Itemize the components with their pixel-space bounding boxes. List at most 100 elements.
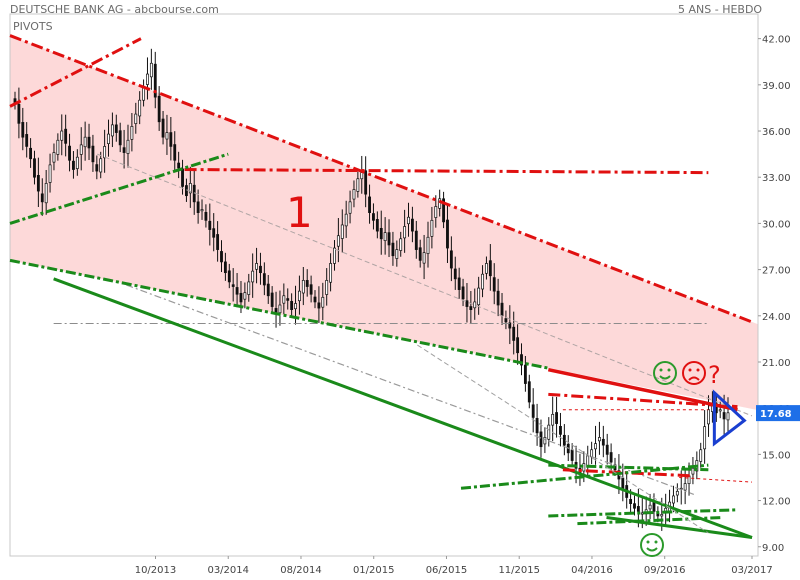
- candle-body: [317, 302, 321, 309]
- candle-body: [551, 413, 555, 426]
- candle-body: [64, 128, 68, 144]
- candle-body: [372, 213, 375, 221]
- candle-body: [383, 232, 387, 242]
- x-tick-label: 09/2016: [644, 565, 686, 576]
- candle-body: [648, 504, 652, 510]
- candle-body: [473, 301, 477, 309]
- candle-body: [75, 156, 79, 169]
- candle-body: [629, 498, 633, 504]
- zone-label: 1: [286, 188, 313, 237]
- x-tick-label: 03/2017: [731, 565, 773, 576]
- candle-body: [539, 431, 543, 448]
- pivot-red-segment-2: [562, 468, 694, 478]
- last-price-label: 17.68: [760, 409, 792, 420]
- candle-body: [449, 250, 453, 269]
- candle-body: [422, 252, 426, 264]
- y-tick-label: 27.00: [762, 266, 791, 277]
- last-price-flag: [756, 405, 800, 422]
- trendlines-layer: [9, 34, 753, 540]
- smiley-happy-bottom-icon: [640, 533, 664, 557]
- candle-body: [36, 175, 40, 192]
- smiley-happy-bottom-icon-eye-right: [654, 540, 658, 544]
- candle-body: [446, 219, 449, 249]
- candle-body: [675, 490, 679, 496]
- candle-body: [496, 290, 500, 306]
- candle-body: [130, 126, 134, 140]
- candle-body: [29, 147, 33, 160]
- candle-body: [87, 136, 91, 149]
- smiley-happy-icon-eye-right: [667, 368, 671, 372]
- y-tick-label: 42.00: [762, 35, 791, 46]
- candle-body: [149, 62, 153, 78]
- candle-body: [52, 152, 56, 163]
- candle-body: [251, 270, 255, 283]
- candle-body: [430, 219, 434, 237]
- candle-body: [660, 514, 664, 517]
- candle-body: [181, 168, 184, 187]
- y-tick-label: 12.00: [762, 497, 791, 508]
- support-line-channel: [9, 258, 549, 370]
- y-tick-label: 30.00: [762, 219, 791, 230]
- channel-fill-layer: [10, 35, 758, 411]
- candle-body: [718, 409, 722, 412]
- smiley-happy-icon-mouth: [659, 375, 671, 380]
- candle-body: [95, 164, 99, 172]
- y-tick-label: 21.00: [762, 358, 791, 369]
- annotation-layer: 1?: [286, 188, 747, 557]
- candle-body: [286, 298, 290, 301]
- candle-body: [414, 230, 418, 250]
- candle-body: [48, 164, 52, 183]
- x-tick-label: 11/2015: [498, 565, 540, 576]
- candle-body: [336, 235, 340, 247]
- candle-body: [492, 277, 496, 292]
- smiley-happy-icon: [653, 361, 677, 385]
- grid-layer: [9, 13, 759, 557]
- axis-layer: 42.00 39.00 36.00 33.00 30.00 27.00 24.00 21.00…: [135, 35, 800, 576]
- candle-body: [114, 124, 118, 133]
- pivot-line-gray-1: [126, 284, 695, 495]
- candle-body: [434, 206, 438, 218]
- candle-body: [266, 283, 270, 297]
- candle-body: [407, 216, 410, 225]
- candle-body: [188, 183, 192, 194]
- candle-body: [325, 280, 329, 295]
- candle-body: [344, 213, 348, 227]
- candle-body: [461, 286, 465, 300]
- candle-body: [364, 170, 368, 195]
- candle-body: [173, 144, 177, 161]
- candle-body: [44, 183, 48, 204]
- candle-body: [255, 263, 258, 270]
- candle-body: [426, 236, 430, 254]
- candle-body: [243, 292, 247, 300]
- candle-body: [360, 172, 364, 180]
- candle-body: [161, 118, 165, 138]
- candle-body: [683, 483, 687, 491]
- candle-body: [562, 434, 566, 446]
- indicator-label: PIVOTS: [13, 20, 53, 33]
- candle-body: [523, 364, 527, 384]
- candle-body: [309, 284, 313, 295]
- x-tick-label: 04/2016: [571, 565, 613, 576]
- candle-body: [485, 263, 488, 274]
- smiley-sad-icon-eye-right: [696, 368, 700, 372]
- support-line-short: [606, 516, 753, 540]
- candle-body: [169, 132, 173, 147]
- candle-body: [500, 302, 504, 317]
- pivot-red-segment-1: [548, 392, 738, 409]
- candle-body: [239, 292, 243, 303]
- candle-body: [442, 198, 446, 223]
- candle-body: [297, 290, 301, 302]
- smiley-happy-icon-face: [653, 361, 677, 385]
- question-mark: ?: [708, 361, 721, 389]
- candle-body: [457, 277, 461, 290]
- candle-body: [99, 158, 103, 173]
- channel-fill: [10, 35, 758, 411]
- candle-body: [465, 300, 469, 307]
- candle-body: [25, 134, 29, 147]
- y-tick-label: 39.00: [762, 81, 791, 92]
- candle-body: [453, 268, 457, 280]
- candle-body: [21, 122, 25, 138]
- candle-body: [247, 281, 251, 295]
- smiley-sad-icon-eye-left: [688, 368, 692, 372]
- candle-body: [559, 426, 562, 435]
